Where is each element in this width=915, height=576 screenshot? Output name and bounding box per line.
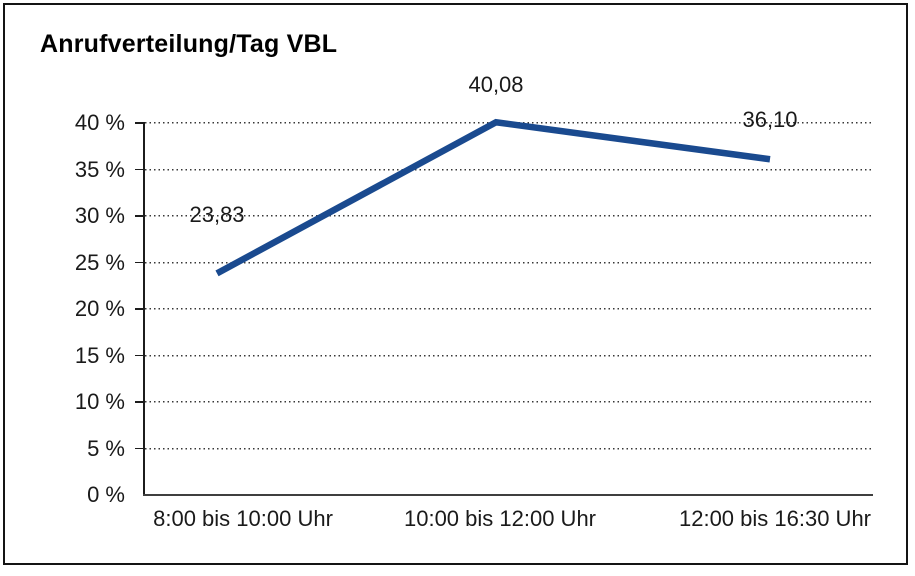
y-axis-tick-20 bbox=[135, 308, 143, 310]
x-category-label: 8:00 bis 10:00 Uhr bbox=[153, 506, 333, 531]
y-axis-tick-40 bbox=[135, 122, 143, 124]
x-category-label: 10:00 bis 12:00 Uhr bbox=[403, 506, 597, 531]
gridline-25 bbox=[145, 261, 873, 264]
y-axis-tick-10 bbox=[135, 401, 143, 403]
y-tick-label: 15 % bbox=[74, 342, 125, 368]
gridline-35 bbox=[145, 168, 873, 171]
chart-title: Anrufverteilung/Tag VBL bbox=[40, 30, 338, 58]
y-tick-label: 40 % bbox=[74, 110, 125, 135]
gridline-30 bbox=[145, 215, 873, 218]
y-axis-line bbox=[143, 122, 145, 495]
x-category-label: 12:00 bis 16:30 Uhr bbox=[678, 506, 872, 531]
y-axis-tick-35 bbox=[135, 168, 143, 171]
data-point-label: 40,08 bbox=[468, 72, 524, 98]
gridline-20 bbox=[145, 308, 873, 311]
y-axis-tick-25 bbox=[135, 261, 143, 264]
data-point-label: 36,10 bbox=[742, 107, 798, 133]
x-axis-line bbox=[143, 493, 873, 496]
series-polyline bbox=[215, 118, 771, 277]
y-axis-tick-15 bbox=[135, 354, 143, 357]
data-point-label: 23,83 bbox=[189, 202, 245, 228]
y-tick-label: 5 % bbox=[87, 435, 125, 461]
y-tick-label: 10 % bbox=[74, 389, 125, 414]
y-tick-label: 0 % bbox=[87, 482, 125, 507]
y-axis-tick-30 bbox=[135, 215, 143, 217]
y-tick-label: 20 % bbox=[74, 296, 125, 321]
gridline-5 bbox=[145, 447, 873, 450]
y-tick-label: 35 % bbox=[74, 156, 125, 182]
y-axis-tick-5 bbox=[135, 447, 143, 450]
gridline-10 bbox=[145, 401, 873, 404]
y-tick-label: 30 % bbox=[74, 203, 125, 228]
gridline-15 bbox=[145, 354, 873, 357]
y-tick-label: 25 % bbox=[74, 249, 125, 275]
